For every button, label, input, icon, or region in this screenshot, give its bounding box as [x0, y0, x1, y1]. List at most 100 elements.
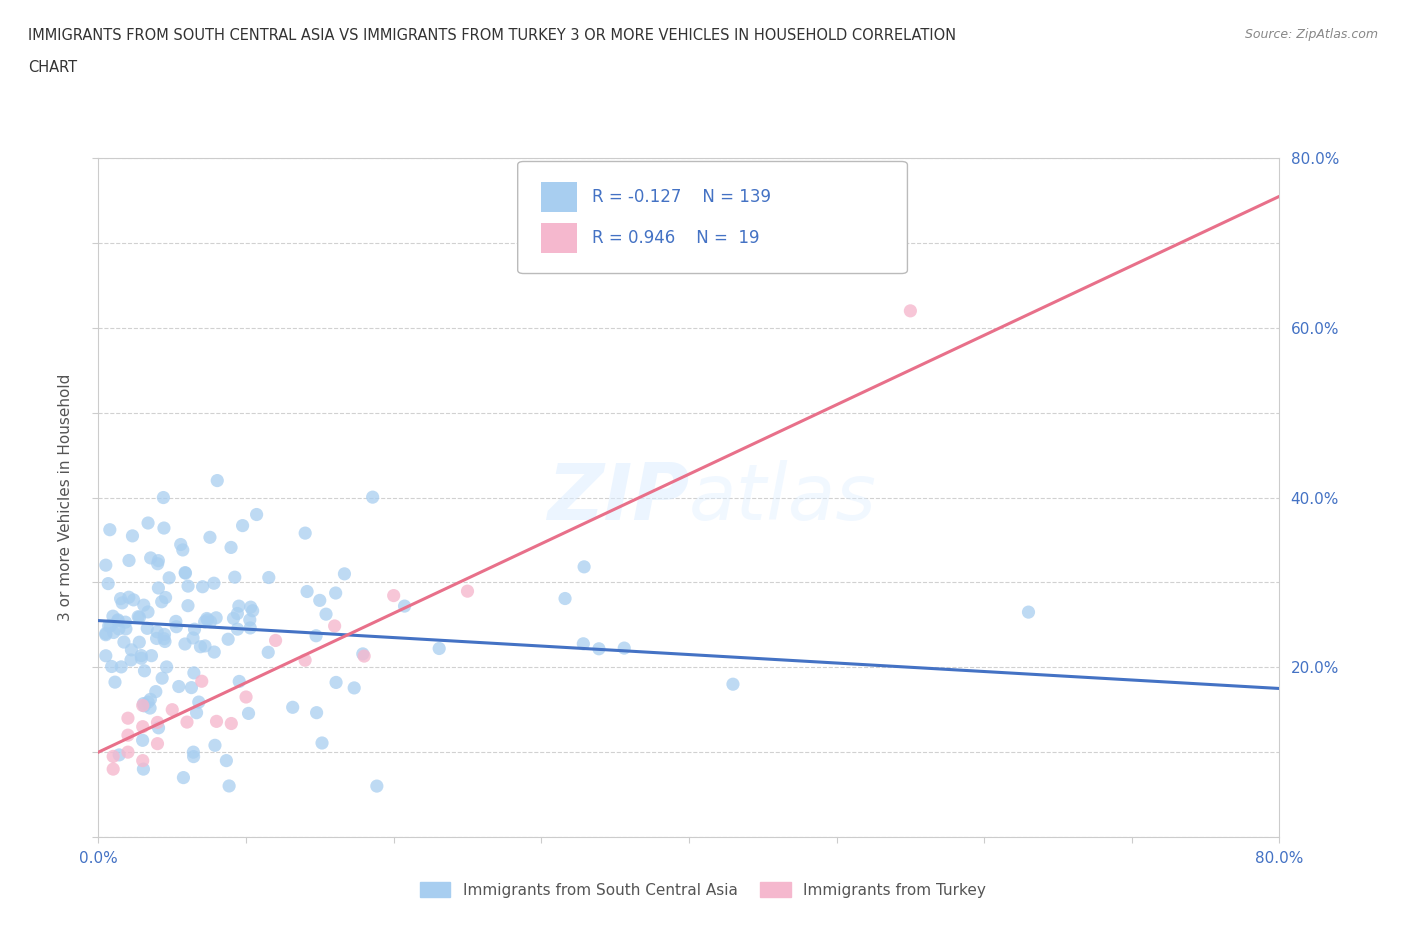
Point — [174, 565, 197, 580]
Legend: Immigrants from South Central Asia, Immigrants from Turkey: Immigrants from South Central Asia, Immi… — [413, 875, 993, 904]
Point — [204, 737, 226, 752]
Point — [107, 614, 129, 629]
Point — [132, 598, 155, 613]
Point — [94, 626, 117, 641]
Point — [136, 604, 159, 619]
Point — [281, 700, 304, 715]
Point — [228, 599, 250, 614]
Point — [115, 621, 138, 636]
Point — [900, 303, 922, 318]
Point — [129, 648, 152, 663]
Point — [239, 600, 262, 615]
Point — [195, 611, 218, 626]
Point — [294, 653, 316, 668]
Point — [145, 684, 167, 699]
Point — [150, 594, 173, 609]
Point — [98, 523, 121, 538]
Point — [165, 614, 187, 629]
Point — [97, 618, 120, 633]
Point — [294, 525, 316, 540]
Point — [118, 590, 141, 604]
Point — [361, 490, 384, 505]
Point — [148, 580, 170, 595]
Point — [132, 762, 155, 777]
Point — [122, 592, 145, 607]
Point — [323, 618, 346, 633]
Point — [146, 715, 169, 730]
Point — [120, 653, 142, 668]
Point — [108, 748, 131, 763]
Point — [315, 606, 337, 621]
Point — [232, 518, 254, 533]
Point — [120, 643, 142, 658]
Point — [114, 615, 136, 630]
Point — [194, 615, 217, 630]
Point — [257, 644, 280, 659]
Point — [134, 698, 156, 713]
Point — [132, 697, 155, 711]
Point — [153, 627, 176, 642]
Point — [190, 639, 212, 654]
Point — [141, 648, 163, 663]
Point — [238, 706, 260, 721]
Point — [181, 631, 204, 645]
Point — [219, 716, 242, 731]
Point — [394, 599, 416, 614]
Point — [98, 618, 121, 633]
Point — [226, 622, 249, 637]
Point — [112, 634, 135, 649]
Point — [146, 624, 169, 639]
Point — [117, 727, 139, 742]
Point — [239, 620, 262, 635]
Point — [183, 622, 205, 637]
Point — [613, 641, 636, 656]
Point — [456, 584, 478, 599]
Point — [202, 576, 225, 591]
Text: ZIP: ZIP — [547, 459, 689, 536]
Point — [107, 613, 129, 628]
Point — [145, 631, 167, 645]
Point — [186, 705, 208, 720]
Point — [174, 636, 197, 651]
Point — [146, 737, 169, 751]
Point — [325, 675, 347, 690]
Point — [162, 702, 183, 717]
Point — [167, 679, 190, 694]
Point — [246, 507, 269, 522]
Point — [235, 689, 257, 704]
Point — [554, 591, 576, 606]
Point — [118, 553, 141, 568]
Point — [353, 648, 375, 663]
Point — [224, 570, 246, 585]
Point — [146, 556, 169, 571]
Point — [1017, 604, 1039, 619]
Y-axis label: 3 or more Vehicles in Household: 3 or more Vehicles in Household — [59, 374, 73, 621]
Point — [148, 721, 170, 736]
Point — [97, 577, 120, 591]
Point — [191, 579, 214, 594]
Point — [155, 590, 177, 604]
Point — [588, 642, 610, 657]
Point — [103, 762, 125, 777]
Point — [197, 613, 219, 628]
Point — [200, 614, 222, 629]
Point — [94, 558, 117, 573]
FancyBboxPatch shape — [517, 162, 907, 273]
Point — [226, 606, 249, 621]
Point — [136, 515, 159, 530]
Point — [121, 528, 143, 543]
Point — [382, 588, 405, 603]
Point — [111, 595, 134, 610]
FancyBboxPatch shape — [541, 182, 576, 212]
Point — [218, 778, 240, 793]
Point — [191, 674, 214, 689]
Point — [131, 651, 153, 666]
Point — [103, 749, 125, 764]
Point — [150, 671, 173, 685]
Text: R = -0.127    N = 139: R = -0.127 N = 139 — [592, 188, 770, 206]
Point — [305, 705, 328, 720]
Point — [128, 610, 150, 625]
Point — [207, 473, 229, 488]
Point — [183, 745, 205, 760]
Point — [110, 659, 132, 674]
